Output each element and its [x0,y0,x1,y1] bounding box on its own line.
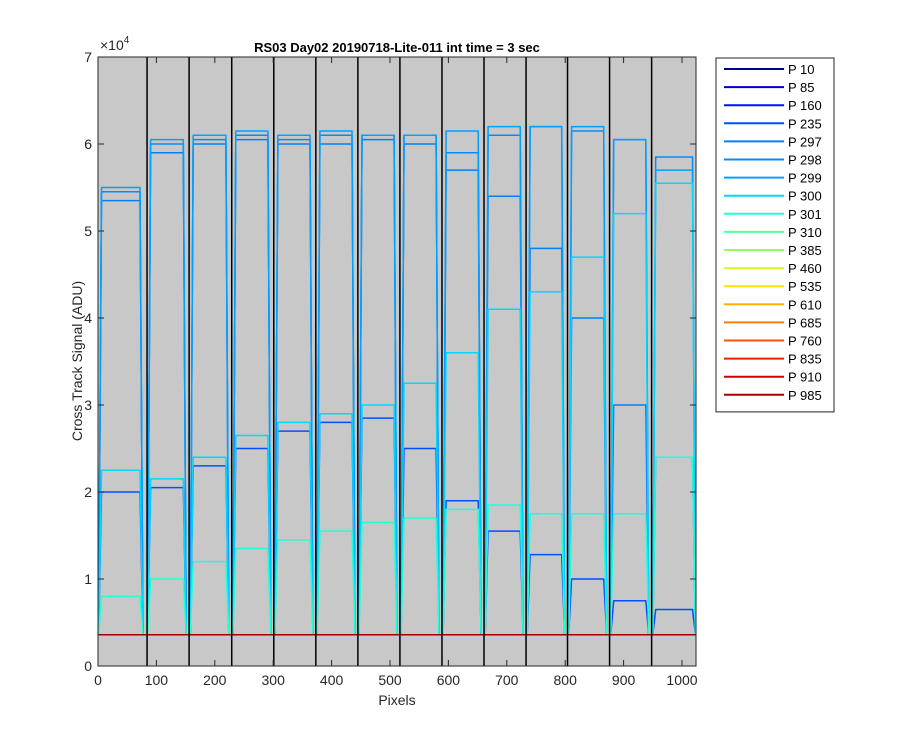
y-tick-label: 5 [84,223,92,239]
legend-entry-label: P 160 [788,98,822,113]
chart-title: RS03 Day02 20190718-Lite-011 int time = … [254,40,540,55]
y-tick-label: 6 [84,136,92,152]
y-tick-label: 4 [84,310,92,326]
legend-entry-label: P 685 [788,315,822,330]
x-tick-label: 200 [203,672,227,688]
legend-entry-label: P 835 [788,352,822,367]
x-tick-label: 300 [262,672,286,688]
legend-entry-label: P 385 [788,243,822,258]
legend-entry-label: P 235 [788,116,822,131]
axes-box [97,56,697,667]
plot-area [97,57,697,666]
y-tick-label: 2 [84,484,92,500]
x-tick-label: 800 [554,672,578,688]
legend-entry-label: P 301 [788,207,822,222]
legend-entry-label: P 460 [788,261,822,276]
legend-entry-label: P 297 [788,134,822,149]
x-tick-label: 100 [145,672,169,688]
legend-entry-label: P 310 [788,225,822,240]
y-tick-label: 3 [84,397,92,413]
legend-entry-label: P 985 [788,388,822,403]
legend: P 10 P 85 P 160 P 235 P 297 P 298 P 299 P 300 P … [715,57,835,413]
y-tick-label: 7 [84,49,92,65]
y-axis-label: Cross Track Signal (ADU) [69,281,85,441]
y-exponent-label: ×104 [100,35,130,53]
axes: 0 100 200 300 400 500 600 700 800 900 1000 0 1 2 3 4 5 6 7 [84,49,698,688]
x-tick-label: 900 [612,672,636,688]
y-tick-label: 1 [84,571,92,587]
legend-entry-label: P 298 [788,153,822,168]
x-tick-label: 400 [320,672,344,688]
legend-entry-label: P 10 [788,62,815,77]
x-tick-label: 1000 [666,672,697,688]
legend-entry-label: P 760 [788,334,822,349]
x-tick-label: 700 [495,672,519,688]
legend-entry-label: P 85 [788,80,815,95]
x-axis-label: Pixels [378,692,415,708]
legend-entry-label: P 910 [788,370,822,385]
x-tick-label: 500 [378,672,402,688]
x-tick-label: 0 [94,672,102,688]
legend-entry-label: P 300 [788,189,822,204]
x-tick-label: 600 [437,672,461,688]
legend-entry-label: P 610 [788,297,822,312]
legend-entry-label: P 299 [788,171,822,186]
legend-entry-label: P 535 [788,279,822,294]
y-tick-label: 0 [84,658,92,674]
legend-box [715,57,835,413]
